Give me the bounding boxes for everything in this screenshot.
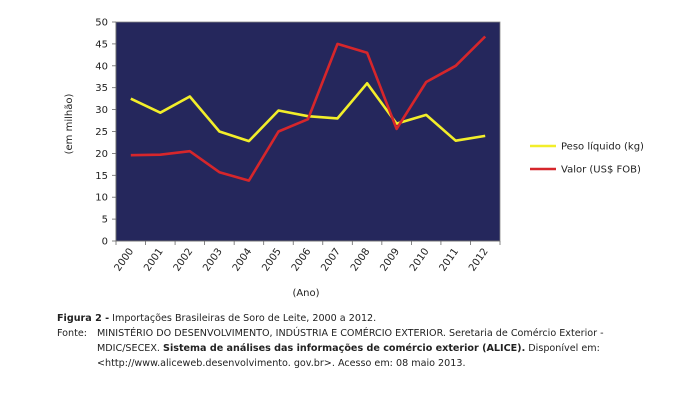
x-axis: 2000 2001 2002 2003 2004 2005 2006 2007 2008 2009… — [113, 240, 501, 274]
legend-label: Valor (US$ FOB) — [561, 165, 641, 176]
y-tick-label: 30 — [95, 105, 108, 116]
x-tick-label: 2007 — [319, 246, 343, 273]
caption-label: Figura 2 - — [57, 313, 110, 324]
x-tick-label: 2012 — [467, 246, 491, 273]
plot-area — [115, 21, 501, 242]
series-line — [130, 35, 487, 182]
legend-label: Peso líquido (kg) — [561, 141, 644, 153]
source-line-2b: Sistema de análises das informações de c… — [163, 343, 526, 354]
y-tick-label: 40 — [95, 61, 108, 72]
x-tick-label: 2006 — [290, 246, 314, 273]
y-tick-label: 50 — [95, 18, 108, 29]
y-tick-label: 10 — [95, 193, 108, 204]
x-axis-title: (Ano) — [292, 288, 319, 299]
series-lines — [130, 35, 487, 182]
x-tick-label: 2001 — [142, 246, 166, 273]
x-tick-label: 2010 — [408, 246, 432, 273]
x-tick-label: 2005 — [260, 246, 284, 273]
y-tick-label: 0 — [102, 237, 108, 248]
y-tick-label: 15 — [95, 171, 108, 182]
caption-text: Importações Brasileiras de Soro de Leite… — [112, 313, 377, 324]
source-line-2c: Disponível em: — [528, 343, 600, 354]
x-tick-label: 2009 — [378, 246, 402, 273]
source-label: Fonte: — [57, 328, 88, 339]
y-tick-label: 25 — [95, 127, 108, 138]
x-tick-label: 2004 — [231, 246, 255, 273]
source-line-1: MINISTÉRIO DO DESENVOLVIMENTO, INDÚSTRIA… — [97, 328, 604, 339]
x-tick-label: 2002 — [172, 246, 196, 273]
y-axis-title: (em milhão) — [64, 94, 75, 155]
y-axis: 0 5 10 15 20 25 30 35 40 45 50 — [95, 18, 117, 248]
x-tick-label: 2008 — [349, 246, 373, 273]
source-line-2a: MDIC/SECEX. — [97, 343, 160, 354]
x-tick-label: 2011 — [438, 246, 462, 273]
y-tick-label: 35 — [95, 83, 108, 94]
y-tick-label: 45 — [95, 39, 108, 50]
legend: Peso líquido (kg) Valor (US$ FOB) — [530, 141, 644, 176]
y-tick-label: 20 — [95, 149, 108, 160]
figure-caption: Figura 2 - Importações Brasileiras de So… — [57, 311, 657, 326]
source-line-3: <http://www.aliceweb.desenvolvimento. go… — [97, 358, 466, 369]
x-tick-label: 2003 — [201, 246, 225, 273]
x-tick-label: 2000 — [113, 246, 137, 273]
y-tick-label: 5 — [102, 215, 108, 226]
